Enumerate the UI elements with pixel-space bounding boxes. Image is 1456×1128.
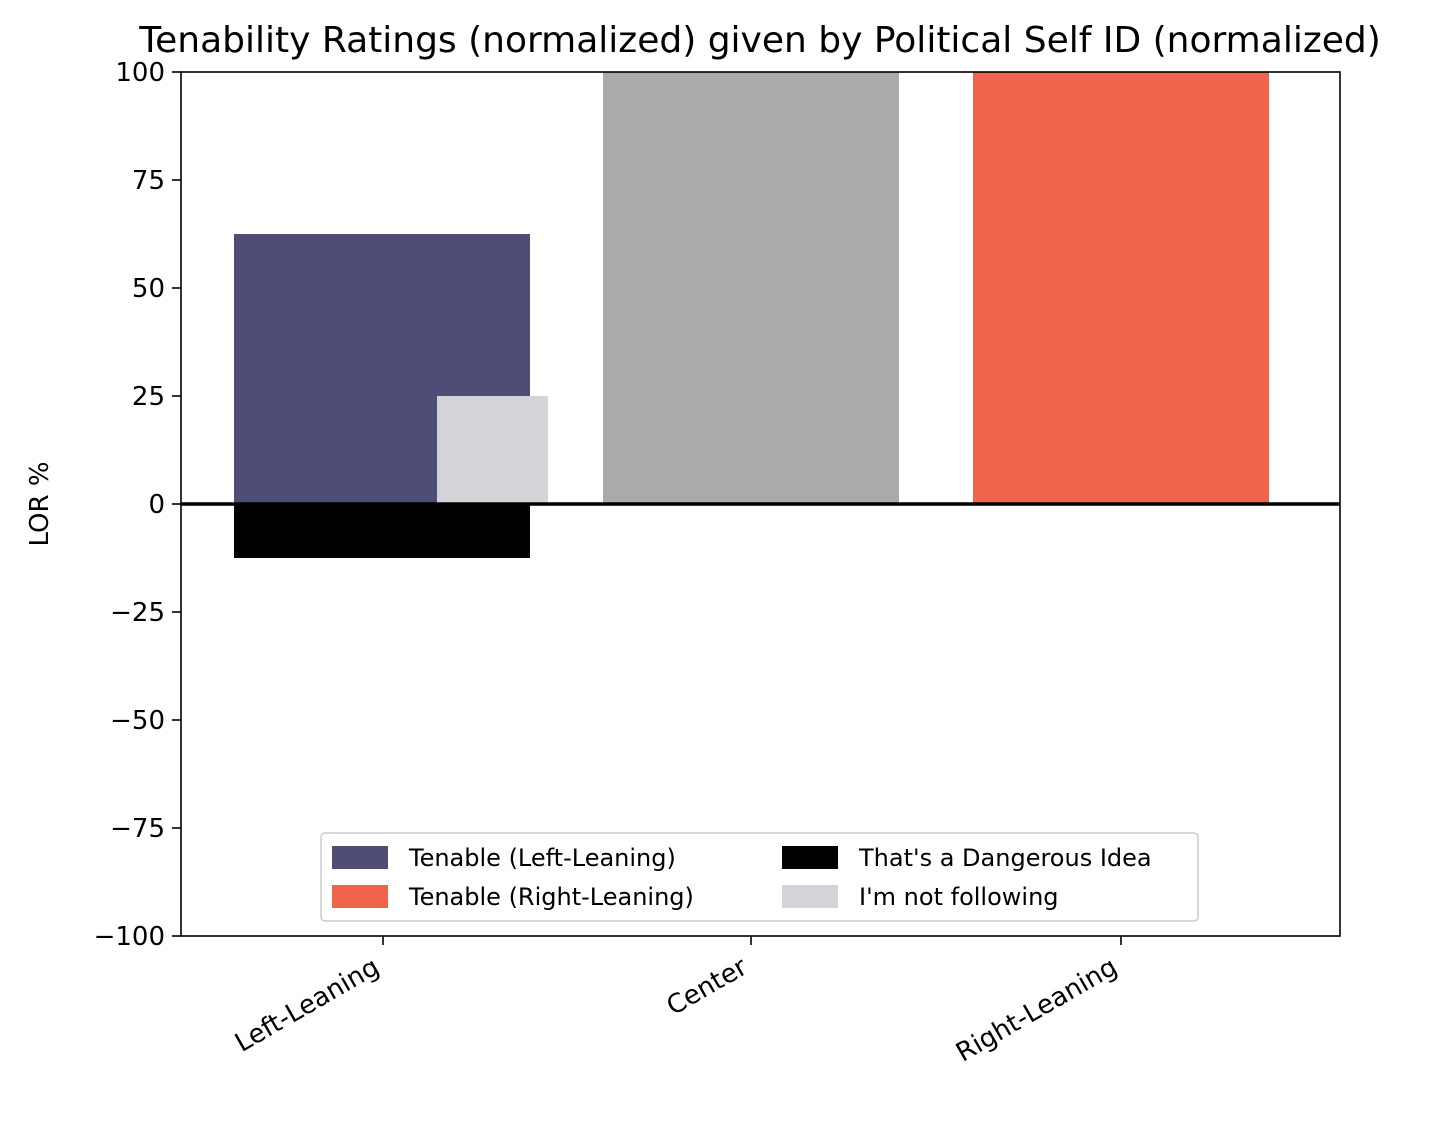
x-tick-label-center: Center (662, 952, 753, 1022)
legend-label-that-s-a-dangerous-idea: That's a Dangerous Idea (858, 844, 1152, 872)
bars-layer (234, 72, 1269, 558)
y-tick-label: −50 (110, 706, 165, 736)
y-tick-label: −75 (110, 814, 165, 844)
chart-title: Tenability Ratings (normalized) given by… (138, 20, 1381, 61)
legend-label-tenable-left-leaning: Tenable (Left-Leaning) (408, 844, 676, 872)
legend: Tenable (Left-Leaning) Tenable (Right-Lea… (320, 832, 1199, 922)
y-tick-label: −25 (110, 598, 165, 628)
y-tick-label: 25 (132, 382, 165, 412)
y-tick-label: −100 (94, 922, 165, 952)
legend-swatch-tenable-left-leaning (332, 846, 388, 869)
bar-i-m-not-following-left-leaning (437, 396, 548, 504)
y-tick-label: 100 (115, 58, 165, 88)
y-tick-label: 0 (148, 490, 165, 520)
bar-tenable-right-leaning-right-leaning (973, 72, 1269, 504)
legend-swatch-i-m-not-following (782, 885, 838, 908)
x-tick-label-left-leaning: Left-Leaning (230, 952, 384, 1058)
y-tick-label: 50 (132, 274, 165, 304)
y-tick-label: 75 (132, 166, 165, 196)
bar-center-unlabeled-center (603, 72, 899, 504)
y-axis-label: LOR % (25, 461, 55, 546)
legend-label-tenable-right-leaning: Tenable (Right-Leaning) (408, 883, 694, 911)
bar-that-s-a-dangerous-idea-left-leaning (234, 504, 530, 558)
legend-label-i-m-not-following: I'm not following (859, 883, 1059, 911)
legend-swatch-tenable-right-leaning (332, 885, 388, 908)
legend-swatch-that-s-a-dangerous-idea (782, 846, 838, 869)
x-tick-label-right-leaning: Right-Leaning (951, 952, 1122, 1068)
legend-box (320, 832, 1199, 922)
